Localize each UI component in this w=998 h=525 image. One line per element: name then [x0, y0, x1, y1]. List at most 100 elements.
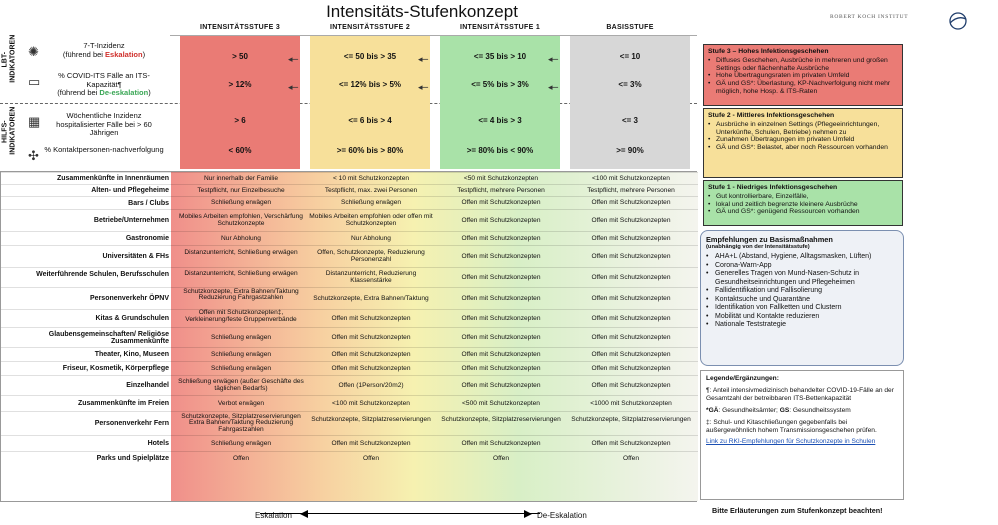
basic-measures-title: Empfehlungen zu Basismaßnahmen — [706, 235, 833, 244]
table-row: Personenverkehr ÖPNV Schutzkonzepte, Extr… — [1, 287, 698, 309]
table-row: Weiterführende Schulen, Berufsschulen Dis… — [1, 267, 698, 287]
measure-item: Mobilität und Kontakte reduzieren — [706, 313, 898, 322]
level-item: Gut kontrollierbare, Einzelfälle, — [708, 193, 898, 201]
row-cell: Offen mit Schutzkonzepten — [331, 314, 411, 322]
column-level-0: INTENSITÄTSSTUFE 3 > 50 > 12% > 6 < 60% — [180, 24, 300, 169]
hospital-icon: ▦ — [28, 114, 41, 129]
row-cell: Offen mit Schutzkonzepten — [331, 364, 411, 372]
row-label: Glaubensgemeinschaften/ Religiöse Zusamm… — [48, 330, 169, 345]
basic-measures-subtitle: (unabhängig von der Intensitätsstufe) — [706, 244, 810, 251]
row-cell: Offen mit Schutzkonzepten — [461, 314, 541, 322]
row-cell: Mobiles Arbeiten empfohlen oder offen mi… — [309, 213, 433, 227]
indicator-value: > 50 — [232, 52, 248, 61]
row-label: Zusammenkünfte im Freien — [77, 400, 169, 407]
row-cell: Testpflicht, mehrere Personen — [587, 186, 675, 194]
rki-logo: ROBERT KOCH INSTITUT — [830, 11, 970, 37]
row-cell: Testpflicht, max. zwei Personen — [324, 186, 418, 194]
row-cell: Schutzkonzepte, Extra Bahnen/Taktung Red… — [183, 287, 299, 302]
row-cell: Schutzkonzepte, Sitzplatzreservierungen — [441, 416, 561, 423]
row-cell: Offen mit Schutzkonzepten — [461, 439, 541, 447]
level-item: Hohe Übertragungsraten im privaten Umfel… — [708, 72, 898, 80]
indicator-label: % Kontaktpersonen-nachverfolgung — [44, 145, 164, 155]
indicator-value: <= 3 — [621, 116, 638, 125]
arrow-left-icon: ◂--- — [288, 82, 298, 92]
arrow-left-icon: ◂--- — [548, 54, 558, 64]
row-cell: Nur Abholung — [221, 234, 261, 242]
table-row: Friseur, Kosmetik, Körperpflege Schließun… — [1, 361, 698, 375]
indicator-value: <= 50 bis > 35 — [343, 52, 397, 61]
column-fill — [310, 36, 430, 169]
row-cell: Offen — [622, 454, 639, 462]
legend-title: Legende/Ergänzungen: — [706, 375, 779, 382]
measure-item: Kontaktsuche und Quarantäne — [706, 296, 898, 305]
row-cell: Offen mit Schutzkonzepten — [461, 364, 541, 372]
row-cell: Offen mit Schutzkonzepten — [461, 333, 541, 341]
deescalation-label: De-Eskalation — [537, 511, 587, 520]
row-cell: Offen mit Schutzkonzepten — [591, 364, 671, 372]
row-label: Weiterführende Schulen, Berufsschulen — [36, 270, 169, 278]
table-row: Zusammenkünfte in Innenräumen Nur innerha… — [1, 172, 698, 184]
measure-item: Identifikation von Fallketten und Cluste… — [706, 304, 898, 313]
row-cell: Offen mit Schutzkonzepten — [591, 314, 671, 322]
measure-item: Nationale Teststrategie — [706, 321, 898, 330]
row-cell: Offen mit Schutzkonzepten — [591, 333, 671, 341]
indicator-value: <= 3% — [618, 80, 642, 89]
level-item: GÄ und GS*: Überlastung, KP-Nachverfolgu… — [708, 80, 898, 96]
table-row: Personenverkehr Fern Schutzkonzepte, Sitz… — [1, 411, 698, 435]
arrow-left-icon: ◂--- — [288, 54, 298, 64]
basic-measures-box: Empfehlungen zu Basismaßnahmen (unabhäng… — [700, 230, 904, 366]
indicator-highlight: Eskalation — [105, 49, 143, 59]
rki-emblem-icon — [949, 12, 967, 30]
table-row: Zusammenkünfte im Freien Verbot erwägen <1… — [1, 395, 698, 411]
level-item: Diffuses Geschehen, Ausbrüche in mehrere… — [708, 57, 898, 73]
row-cell: Testpflicht, nur Einzelbesuche — [197, 186, 285, 194]
indicator-value: <= 6 bis > 4 — [348, 116, 392, 125]
row-cell: Distanzunterricht, Schließung erwägen — [184, 249, 298, 256]
row-cell: Offen — [232, 454, 249, 462]
row-label: Alten- und Pflegeheime — [91, 187, 169, 194]
measures-table: Zusammenkünfte in Innenräumen Nur innerha… — [0, 171, 698, 502]
table-row: Parks und Spielplätze Offen Offen Offen Offe… — [1, 451, 698, 465]
school-concepts-link[interactable]: Link zu RKI-Empfehlungen für Schutzkonze… — [706, 438, 876, 446]
column-level-3: BASISSTUFE <= 10 <= 3% <= 3 >= 90% — [570, 24, 690, 169]
column-header: BASISSTUFE — [606, 24, 654, 31]
legend-abbrev-note: *GÄ: Gesundheitsämter; GS: Gesundheitssy… — [706, 406, 851, 414]
table-row: Universitäten & FHs Distanzunterricht, Sc… — [1, 245, 698, 267]
row-cell: Offen — [492, 454, 509, 462]
arrow-left-icon: ◂--- — [418, 54, 428, 64]
measure-item: AHA+L (Abstand, Hygiene, Alltagsmasken, … — [706, 253, 898, 262]
indicator-subtext-end: ) — [142, 49, 146, 59]
table-row: Kitas & Grundschulen Offen mit Schutzkonz… — [1, 309, 698, 327]
arrow-left-icon: ◂--- — [548, 82, 558, 92]
monitor-icon: ▭ — [28, 74, 41, 89]
indicator-label: % COVID-ITS Fälle an ITS-Kapazität¶ (führ… — [44, 71, 164, 98]
row-label: Friseur, Kosmetik, Körperpflege — [62, 365, 169, 372]
row-cell: Offen mit Schutzkonzepten — [461, 294, 541, 302]
table-row: Bars / Clubs Schließung erwägen Schließung… — [1, 196, 698, 209]
row-cell: <100 mit Schutzkonzepten — [592, 174, 670, 182]
row-cell: Offen mit Schutzkonzepten — [461, 350, 541, 358]
column-header: INTENSITÄTSSTUFE 1 — [459, 24, 541, 31]
measure-item: Corona-Warn-App — [706, 262, 898, 271]
virus-icon: ✺ — [28, 44, 39, 59]
row-cell: Testpflicht, mehrere Personen — [457, 186, 545, 194]
row-label: Universitäten & FHs — [102, 253, 169, 260]
intensity-gradient — [171, 172, 698, 501]
indicator-text: % Kontaktpersonen-nachverfolgung — [44, 145, 164, 154]
hilfs-indicators-label: HILFS- INDIKATOREN — [1, 106, 16, 155]
row-label: Theater, Kino, Museen — [94, 351, 169, 358]
row-label: Hotels — [147, 440, 169, 447]
row-cell: Offen mit Schutzkonzepten — [331, 333, 411, 341]
indicator-label: Wöchentliche Inzidenz hospitalisierter F… — [44, 111, 164, 138]
row-cell: Distanzunterricht, Schließung erwägen — [184, 270, 298, 277]
row-cell: Offen mit Schutzkonzepten — [591, 234, 671, 242]
indicator-value: <= 5% bis > 3% — [471, 80, 529, 89]
level-item: GÄ und GS*: Belastet, aber noch Ressourc… — [708, 144, 898, 152]
indicator-value: > 6 — [234, 116, 246, 125]
legend-school-note: ‡: Schul- und Kitaschließungen gegebenfa… — [706, 418, 877, 434]
indicator-text: 7-T-Inzidenz — [83, 41, 125, 50]
measure-item: Generelles Tragen von Mund-Nasen-Schutz … — [706, 270, 898, 287]
row-cell: <50 mit Schutzkonzepten — [463, 174, 539, 182]
escalation-axis: Eskalation De-Eskalation — [200, 505, 620, 523]
row-cell: Schließung erwägen — [210, 333, 272, 341]
